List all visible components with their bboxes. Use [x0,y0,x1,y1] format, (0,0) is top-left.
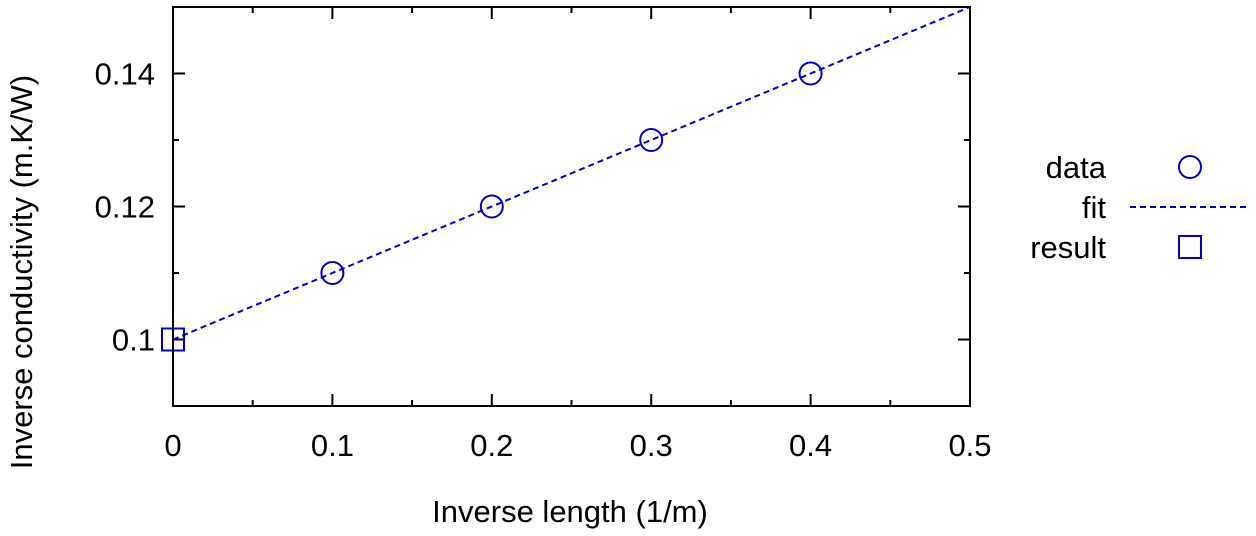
data-point [798,61,823,86]
legend-label-data: data [1046,150,1107,185]
x-tick-label: 0.2 [470,428,513,463]
legend-label-fit: fit [1082,190,1107,225]
data-point [479,194,504,219]
x-tick-label: 0.1 [311,428,354,463]
x-tick-label: 0 [164,428,181,463]
tick-labels: 0 0.1 0.2 0.3 0.4 0.5 0.1 0.12 0.14 [95,57,992,464]
y-tick-label: 0.12 [95,190,155,225]
x-axis-label: Inverse length (1/m) [432,494,708,529]
data-point [639,128,664,152]
data-point [320,261,345,285]
x-tick-label: 0.5 [948,428,991,463]
x-tick-label: 0.3 [630,428,673,463]
axis-ticks [172,6,971,407]
legend-marker-data [1178,155,1202,179]
y-tick-label: 0.14 [95,57,155,92]
legend-label-result: result [1030,230,1106,265]
y-axis-label: Inverse conductivity (m.K/W) [4,75,39,469]
plot-frame [172,6,971,407]
y-tick-label: 0.1 [112,323,155,358]
fit-line [172,6,971,341]
legend: data fit result [1030,150,1250,265]
legend-marker-result [1178,235,1202,259]
plot-area [161,6,971,352]
x-tick-label: 0.4 [789,428,832,463]
